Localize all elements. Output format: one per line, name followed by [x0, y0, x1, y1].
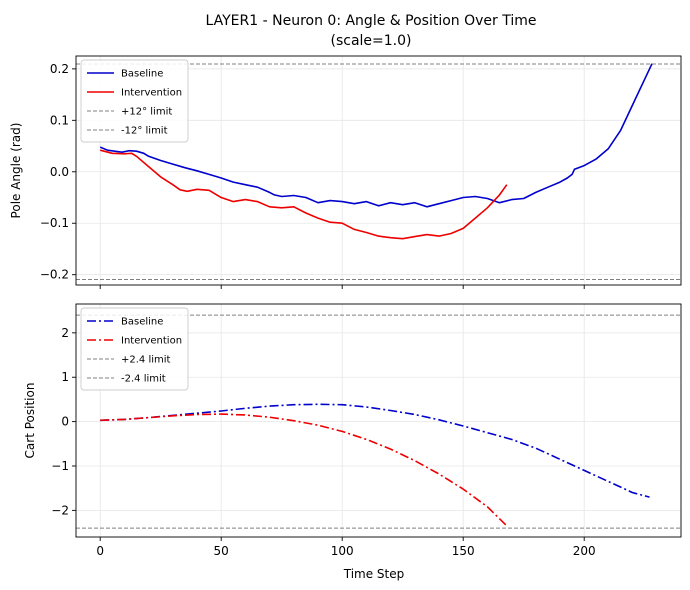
axes-frame	[75, 55, 682, 286]
y-tick-label: −1	[51, 459, 69, 473]
series-line-intervention	[100, 413, 508, 527]
x-tick-label: 0	[96, 544, 104, 558]
legend: Baseline Intervention +2.4 limit -2.4 limit	[80, 307, 189, 391]
y-tick-label: 2	[61, 326, 69, 340]
series-line-baseline	[100, 403, 650, 498]
y-axis-label: Cart Position	[23, 383, 37, 459]
chart-title-line1: LAYER1 - Neuron 0: Angle & Position Over…	[206, 13, 537, 29]
legend-label: Baseline	[121, 317, 163, 328]
angle-panel: −0.2 −0.1 0.0 0.1 0.2 Pole Angle (rad) Baselin…	[9, 55, 682, 289]
x-tick-label: 200	[573, 544, 596, 558]
chart-title-line2: (scale=1.0)	[331, 33, 412, 49]
legend-label: -2.4 limit	[121, 374, 166, 385]
axes-frame	[75, 303, 682, 538]
legend-label: Intervention	[121, 336, 182, 347]
series-line-baseline	[99, 63, 653, 208]
legend-box	[80, 307, 189, 391]
series-line-intervention	[100, 149, 508, 240]
y-tick-label: 0	[61, 415, 69, 429]
y-axis-label: Pole Angle (rad)	[9, 123, 23, 219]
position-panel: −2 −1 0 1 2 0 50 100 150 200 Cart Position Baseline…	[23, 303, 682, 558]
x-tick-label: 150	[452, 544, 475, 558]
legend-label: -12° limit	[121, 126, 168, 137]
x-axis-label: Time Step	[343, 567, 405, 581]
legend-label: +12° limit	[121, 107, 172, 118]
x-tick-label: 100	[331, 544, 354, 558]
legend-box	[80, 59, 189, 143]
y-tick-label: 1	[61, 370, 69, 384]
x-tick-label: 50	[214, 544, 229, 558]
y-tick-label: −2	[51, 503, 69, 517]
legend-label: Baseline	[121, 69, 163, 80]
y-tick-label: 0.0	[50, 165, 69, 179]
y-tick-label: −0.1	[40, 216, 69, 230]
legend-label: +2.4 limit	[121, 355, 171, 366]
y-tick-label: −0.2	[40, 268, 69, 282]
y-tick-label: 0.1	[50, 113, 69, 127]
legend-label: Intervention	[121, 88, 182, 99]
y-tick-label: 0.2	[50, 62, 69, 76]
legend: Baseline Intervention +12° limit -12° limit	[80, 59, 189, 143]
